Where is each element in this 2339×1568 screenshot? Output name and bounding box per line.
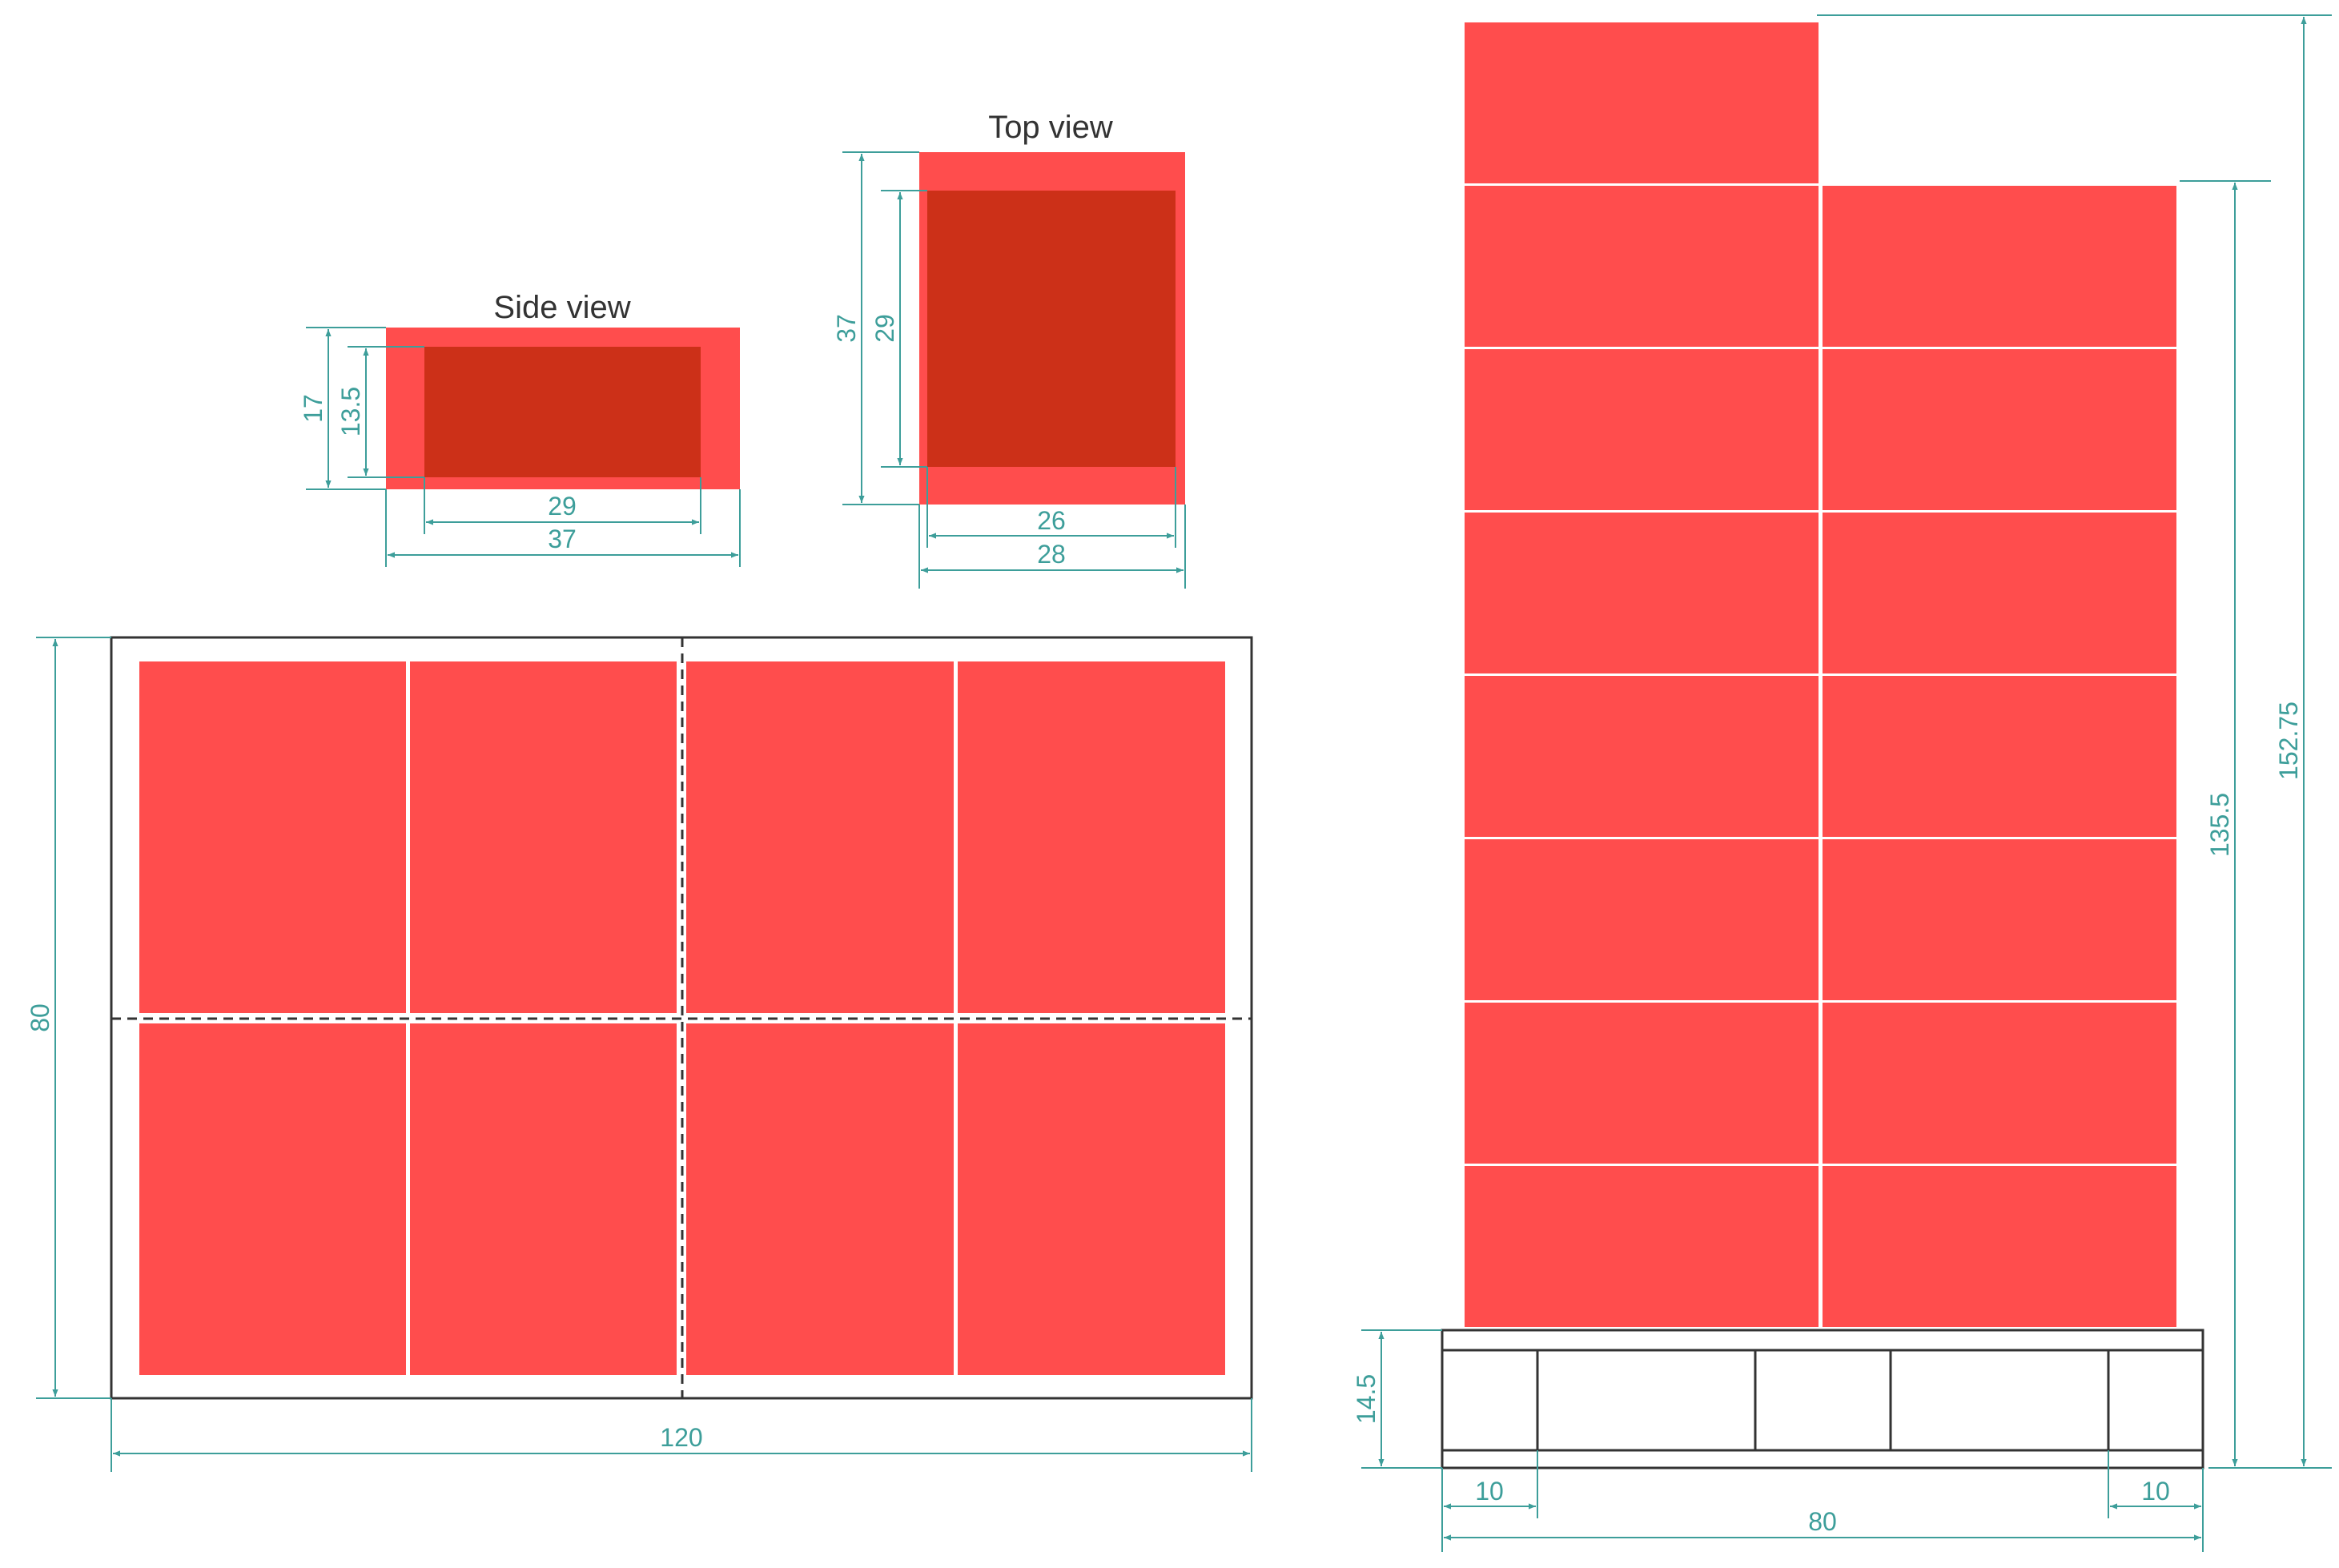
side-view: Side view (386, 290, 740, 489)
top-view: Top view (919, 110, 1185, 505)
side-outer-height-label: 17 (299, 394, 328, 423)
plan-box (410, 661, 677, 1013)
stack-view (1441, 22, 2204, 1469)
stack-box (1465, 839, 1819, 1000)
stack-box (1465, 1166, 1819, 1327)
stack-box (1465, 676, 1819, 837)
pallet-length-label: 120 (660, 1423, 702, 1452)
top-view-title: Top view (988, 110, 1113, 145)
side-inner-width-label: 29 (548, 492, 577, 521)
pallet-height-label: 14.5 (1352, 1374, 1380, 1424)
top-inner-depth-label: 29 (870, 314, 899, 343)
dimensions (36, 14, 2332, 1552)
stack-box (1823, 1003, 2176, 1164)
block-right-label: 10 (2141, 1477, 2170, 1506)
side-view-box-inner (424, 347, 701, 477)
stack-box-top (1465, 22, 1819, 183)
plan-view (110, 636, 1253, 1400)
top-outer-width-label: 28 (1037, 540, 1066, 569)
pallet-width-label: 80 (1808, 1507, 1837, 1536)
top-outer-depth-label: 37 (832, 314, 861, 343)
stack-box (1465, 349, 1819, 510)
pallet-side (1441, 1329, 2204, 1469)
stack-box (1823, 839, 2176, 1000)
total-height-label: 152.75 (2274, 702, 2303, 780)
stack-box (1823, 676, 2176, 837)
plan-box (686, 1023, 954, 1375)
plan-box (139, 1023, 406, 1375)
stack-box (1823, 349, 2176, 510)
plan-box (958, 661, 1225, 1013)
dimension-labels: 17 13.5 29 37 37 29 26 28 80 120 14.5 10… (26, 314, 2303, 1536)
plan-box (410, 1023, 677, 1375)
stack-box (1465, 1003, 1819, 1164)
stack-box (1465, 186, 1819, 347)
top-view-box-inner (927, 191, 1176, 467)
stack-box (1823, 186, 2176, 347)
load-height-label: 135.5 (2205, 793, 2234, 857)
plan-box (139, 661, 406, 1013)
side-view-title: Side view (493, 290, 630, 325)
plan-box (686, 661, 954, 1013)
pallet-depth-label: 80 (26, 1003, 54, 1032)
plan-box (958, 1023, 1225, 1375)
stack-box (1823, 1166, 2176, 1327)
stack-box (1465, 513, 1819, 673)
plan-box-grid (139, 661, 1225, 1375)
side-outer-width-label: 37 (548, 525, 577, 553)
side-inner-height-label: 13.5 (336, 387, 365, 436)
pallet-outline-side (1441, 1329, 2204, 1469)
stack-box (1823, 513, 2176, 673)
block-left-label: 10 (1475, 1477, 1504, 1506)
top-inner-width-label: 26 (1037, 506, 1066, 535)
stack-box-grid (1465, 22, 2176, 1327)
